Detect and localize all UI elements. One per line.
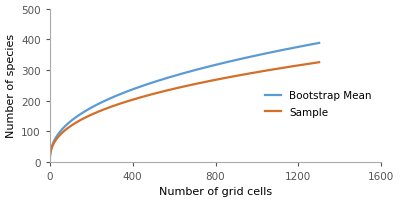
Bootstrap Mean (257, 54, 262, 57)
X-axis label: Number of grid cells: Number of grid cells (159, 186, 272, 197)
Bootstrap Mean (64, 124, 68, 127)
Sample (47, 161, 52, 163)
Line: Sample: Sample (50, 63, 319, 162)
Sample (257, 71, 262, 74)
Bootstrap Mean (102, 100, 107, 103)
Bootstrap Mean (286, 48, 290, 51)
Sample (102, 108, 107, 111)
Sample (286, 66, 290, 69)
Sample (317, 62, 322, 64)
Bootstrap Mean (267, 52, 272, 55)
Y-axis label: Number of species: Number of species (6, 34, 16, 138)
Bootstrap Mean (317, 42, 322, 45)
Legend: Bootstrap Mean, Sample: Bootstrap Mean, Sample (261, 87, 376, 121)
Sample (64, 128, 68, 131)
Bootstrap Mean (47, 161, 52, 163)
Bootstrap Mean (304, 45, 308, 47)
Sample (267, 69, 272, 72)
Line: Bootstrap Mean: Bootstrap Mean (50, 44, 319, 162)
Sample (304, 64, 308, 66)
